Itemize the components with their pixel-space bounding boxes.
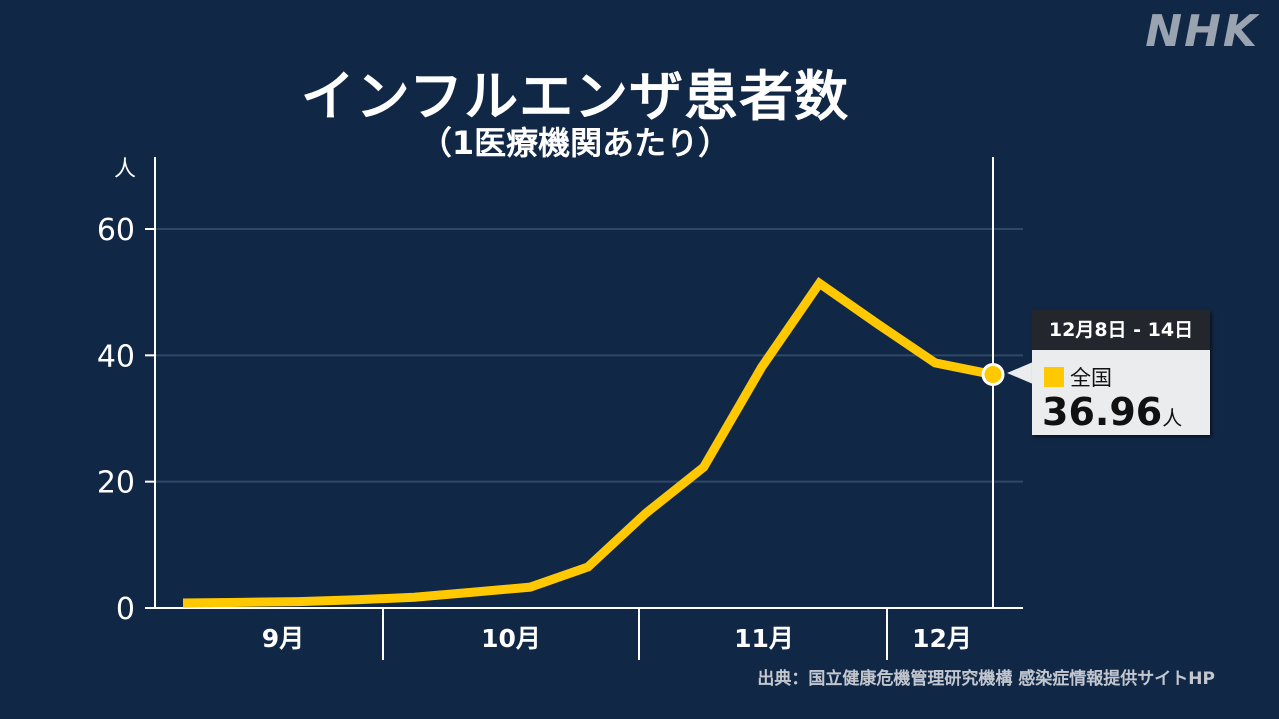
data-tooltip: 12月8日 - 14日 全国 36.96人	[1032, 310, 1210, 435]
tooltip-value: 36.96人	[1042, 392, 1210, 438]
y-tick-label: 20	[97, 466, 135, 501]
source-note: 出典：国立健康危機管理研究機構 感染症情報提供サイトHP	[757, 669, 1215, 689]
x-month-label: 9月	[262, 624, 304, 653]
chart-subtitle: （1医療機関あたり）	[419, 124, 731, 162]
tooltip-series-label: 全国	[1070, 366, 1112, 390]
tooltip-unit: 人	[1162, 406, 1183, 430]
y-tick-label: 60	[97, 213, 135, 248]
y-tick-label: 0	[116, 592, 135, 627]
tooltip-number: 36.96	[1042, 390, 1163, 434]
x-month-label: 10月	[481, 624, 541, 653]
tooltip-pointer	[1007, 362, 1033, 384]
x-month-label: 12月	[912, 624, 972, 653]
x-month-label: 11月	[734, 624, 794, 653]
series-line-全国	[182, 277, 994, 608]
tooltip-period: 12月8日 - 14日	[1032, 310, 1210, 350]
tooltip-series: 全国	[1044, 362, 1210, 392]
series-swatch	[1044, 367, 1064, 387]
y-axis-unit: 人	[114, 157, 136, 182]
y-tick-label: 40	[97, 339, 135, 374]
nhk-logo: NHK	[1145, 6, 1259, 57]
chart-title: インフルエンザ患者数	[300, 65, 850, 128]
highlight-point	[981, 363, 1005, 387]
